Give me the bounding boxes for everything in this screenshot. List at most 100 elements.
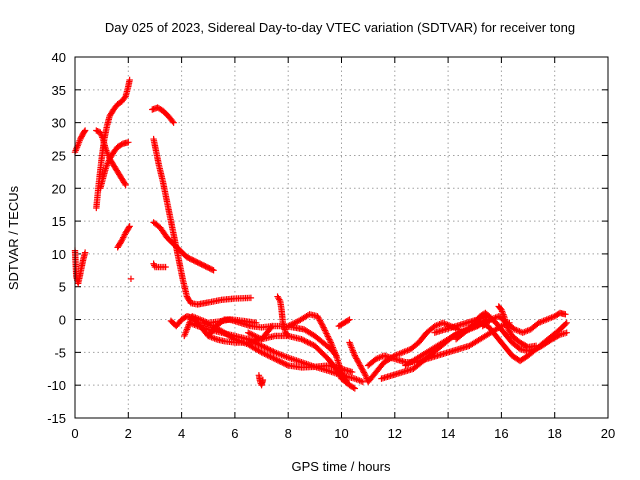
data-point bbox=[507, 329, 514, 337]
y-tick-label: 15 bbox=[52, 214, 66, 229]
data-point bbox=[292, 319, 300, 326]
data-point bbox=[341, 374, 348, 381]
data-point bbox=[504, 324, 511, 331]
data-point bbox=[264, 352, 271, 359]
data-point bbox=[259, 349, 267, 357]
series-arc-16 bbox=[205, 316, 260, 340]
y-axis-label: SDTVAR / TECUs bbox=[6, 185, 21, 290]
data-point bbox=[285, 322, 292, 330]
series-arc-21 bbox=[335, 316, 353, 330]
x-tick-label: 0 bbox=[71, 426, 78, 441]
chart-title: Day 025 of 2023, Sidereal Day-to-day VTE… bbox=[105, 20, 575, 35]
data-point bbox=[126, 223, 133, 230]
data-point bbox=[277, 358, 284, 366]
y-tick-label: 10 bbox=[52, 247, 66, 262]
data-point bbox=[356, 362, 364, 369]
data-point bbox=[324, 331, 331, 339]
x-tick-label: 6 bbox=[231, 426, 238, 441]
x-tick-label: 10 bbox=[334, 426, 348, 441]
data-point bbox=[351, 352, 359, 359]
data-point bbox=[282, 360, 289, 368]
data-point bbox=[323, 330, 330, 337]
data-point bbox=[162, 263, 169, 271]
y-tick-label: 25 bbox=[52, 148, 66, 163]
data-point bbox=[317, 318, 324, 326]
series-arc-18 bbox=[274, 293, 292, 340]
data-point bbox=[127, 275, 135, 283]
data-point bbox=[339, 370, 346, 377]
data-point bbox=[259, 376, 267, 384]
data-point bbox=[122, 181, 129, 189]
data-point bbox=[258, 342, 265, 349]
data-point bbox=[268, 354, 276, 361]
data-point bbox=[350, 384, 357, 391]
data-point bbox=[253, 333, 261, 341]
data-point bbox=[356, 360, 363, 368]
data-point bbox=[339, 371, 347, 379]
data-series bbox=[71, 76, 570, 392]
data-point bbox=[252, 339, 259, 347]
data-point bbox=[298, 336, 305, 343]
data-point bbox=[267, 346, 274, 354]
data-point bbox=[562, 320, 569, 328]
series-arc-7 bbox=[127, 275, 135, 283]
data-point bbox=[348, 368, 356, 376]
series-arc-3 bbox=[93, 76, 133, 212]
series-arc-2 bbox=[71, 247, 89, 287]
data-point bbox=[253, 319, 260, 327]
data-point bbox=[361, 370, 368, 378]
data-point bbox=[255, 341, 262, 348]
y-tick-label: 20 bbox=[52, 181, 66, 196]
data-point bbox=[315, 315, 323, 323]
data-point bbox=[324, 333, 332, 340]
data-point bbox=[321, 325, 328, 333]
data-point bbox=[285, 332, 292, 340]
data-point bbox=[270, 354, 277, 362]
data-point bbox=[506, 328, 513, 335]
data-point bbox=[268, 347, 276, 355]
data-point bbox=[246, 330, 253, 337]
data-point bbox=[563, 319, 570, 327]
data-point bbox=[274, 357, 282, 364]
data-point bbox=[169, 118, 176, 125]
data-point bbox=[308, 341, 316, 348]
data-point bbox=[273, 356, 280, 363]
x-tick-label: 2 bbox=[125, 426, 132, 441]
tick-labels: 0 2 4 6 8 10 12 14 16 18 20 -15 -10 -5 0 5 10 15 20 25 30 35 4… bbox=[47, 50, 615, 441]
series-arc-11 bbox=[150, 260, 169, 271]
data-point bbox=[288, 321, 295, 328]
data-point bbox=[247, 294, 255, 302]
data-point bbox=[209, 266, 216, 273]
series-arc-30 bbox=[471, 309, 494, 327]
data-point bbox=[563, 329, 570, 336]
data-point bbox=[338, 368, 345, 376]
series-arc-6 bbox=[114, 223, 133, 251]
data-point bbox=[354, 358, 362, 365]
data-point bbox=[352, 353, 359, 361]
data-point bbox=[249, 331, 256, 339]
data-point bbox=[247, 337, 255, 344]
data-point bbox=[261, 350, 268, 358]
data-point bbox=[322, 328, 329, 336]
data-point bbox=[342, 375, 349, 383]
data-point bbox=[279, 359, 286, 366]
data-point bbox=[318, 321, 326, 328]
data-point bbox=[505, 325, 512, 333]
data-point bbox=[307, 340, 314, 347]
series-arc-19 bbox=[255, 372, 267, 389]
data-point bbox=[267, 353, 274, 360]
data-point bbox=[125, 139, 132, 146]
data-point bbox=[283, 361, 290, 368]
data-point bbox=[353, 356, 361, 364]
data-point bbox=[486, 313, 493, 320]
x-tick-label: 14 bbox=[441, 426, 455, 441]
x-tick-label: 20 bbox=[601, 426, 615, 441]
data-point bbox=[562, 311, 569, 318]
y-tick-label: -10 bbox=[47, 378, 66, 393]
data-point bbox=[487, 314, 494, 321]
data-point bbox=[245, 329, 252, 336]
data-point bbox=[351, 385, 359, 392]
data-point bbox=[320, 324, 327, 331]
data-point bbox=[355, 359, 362, 366]
y-tick-label: 40 bbox=[52, 50, 66, 65]
